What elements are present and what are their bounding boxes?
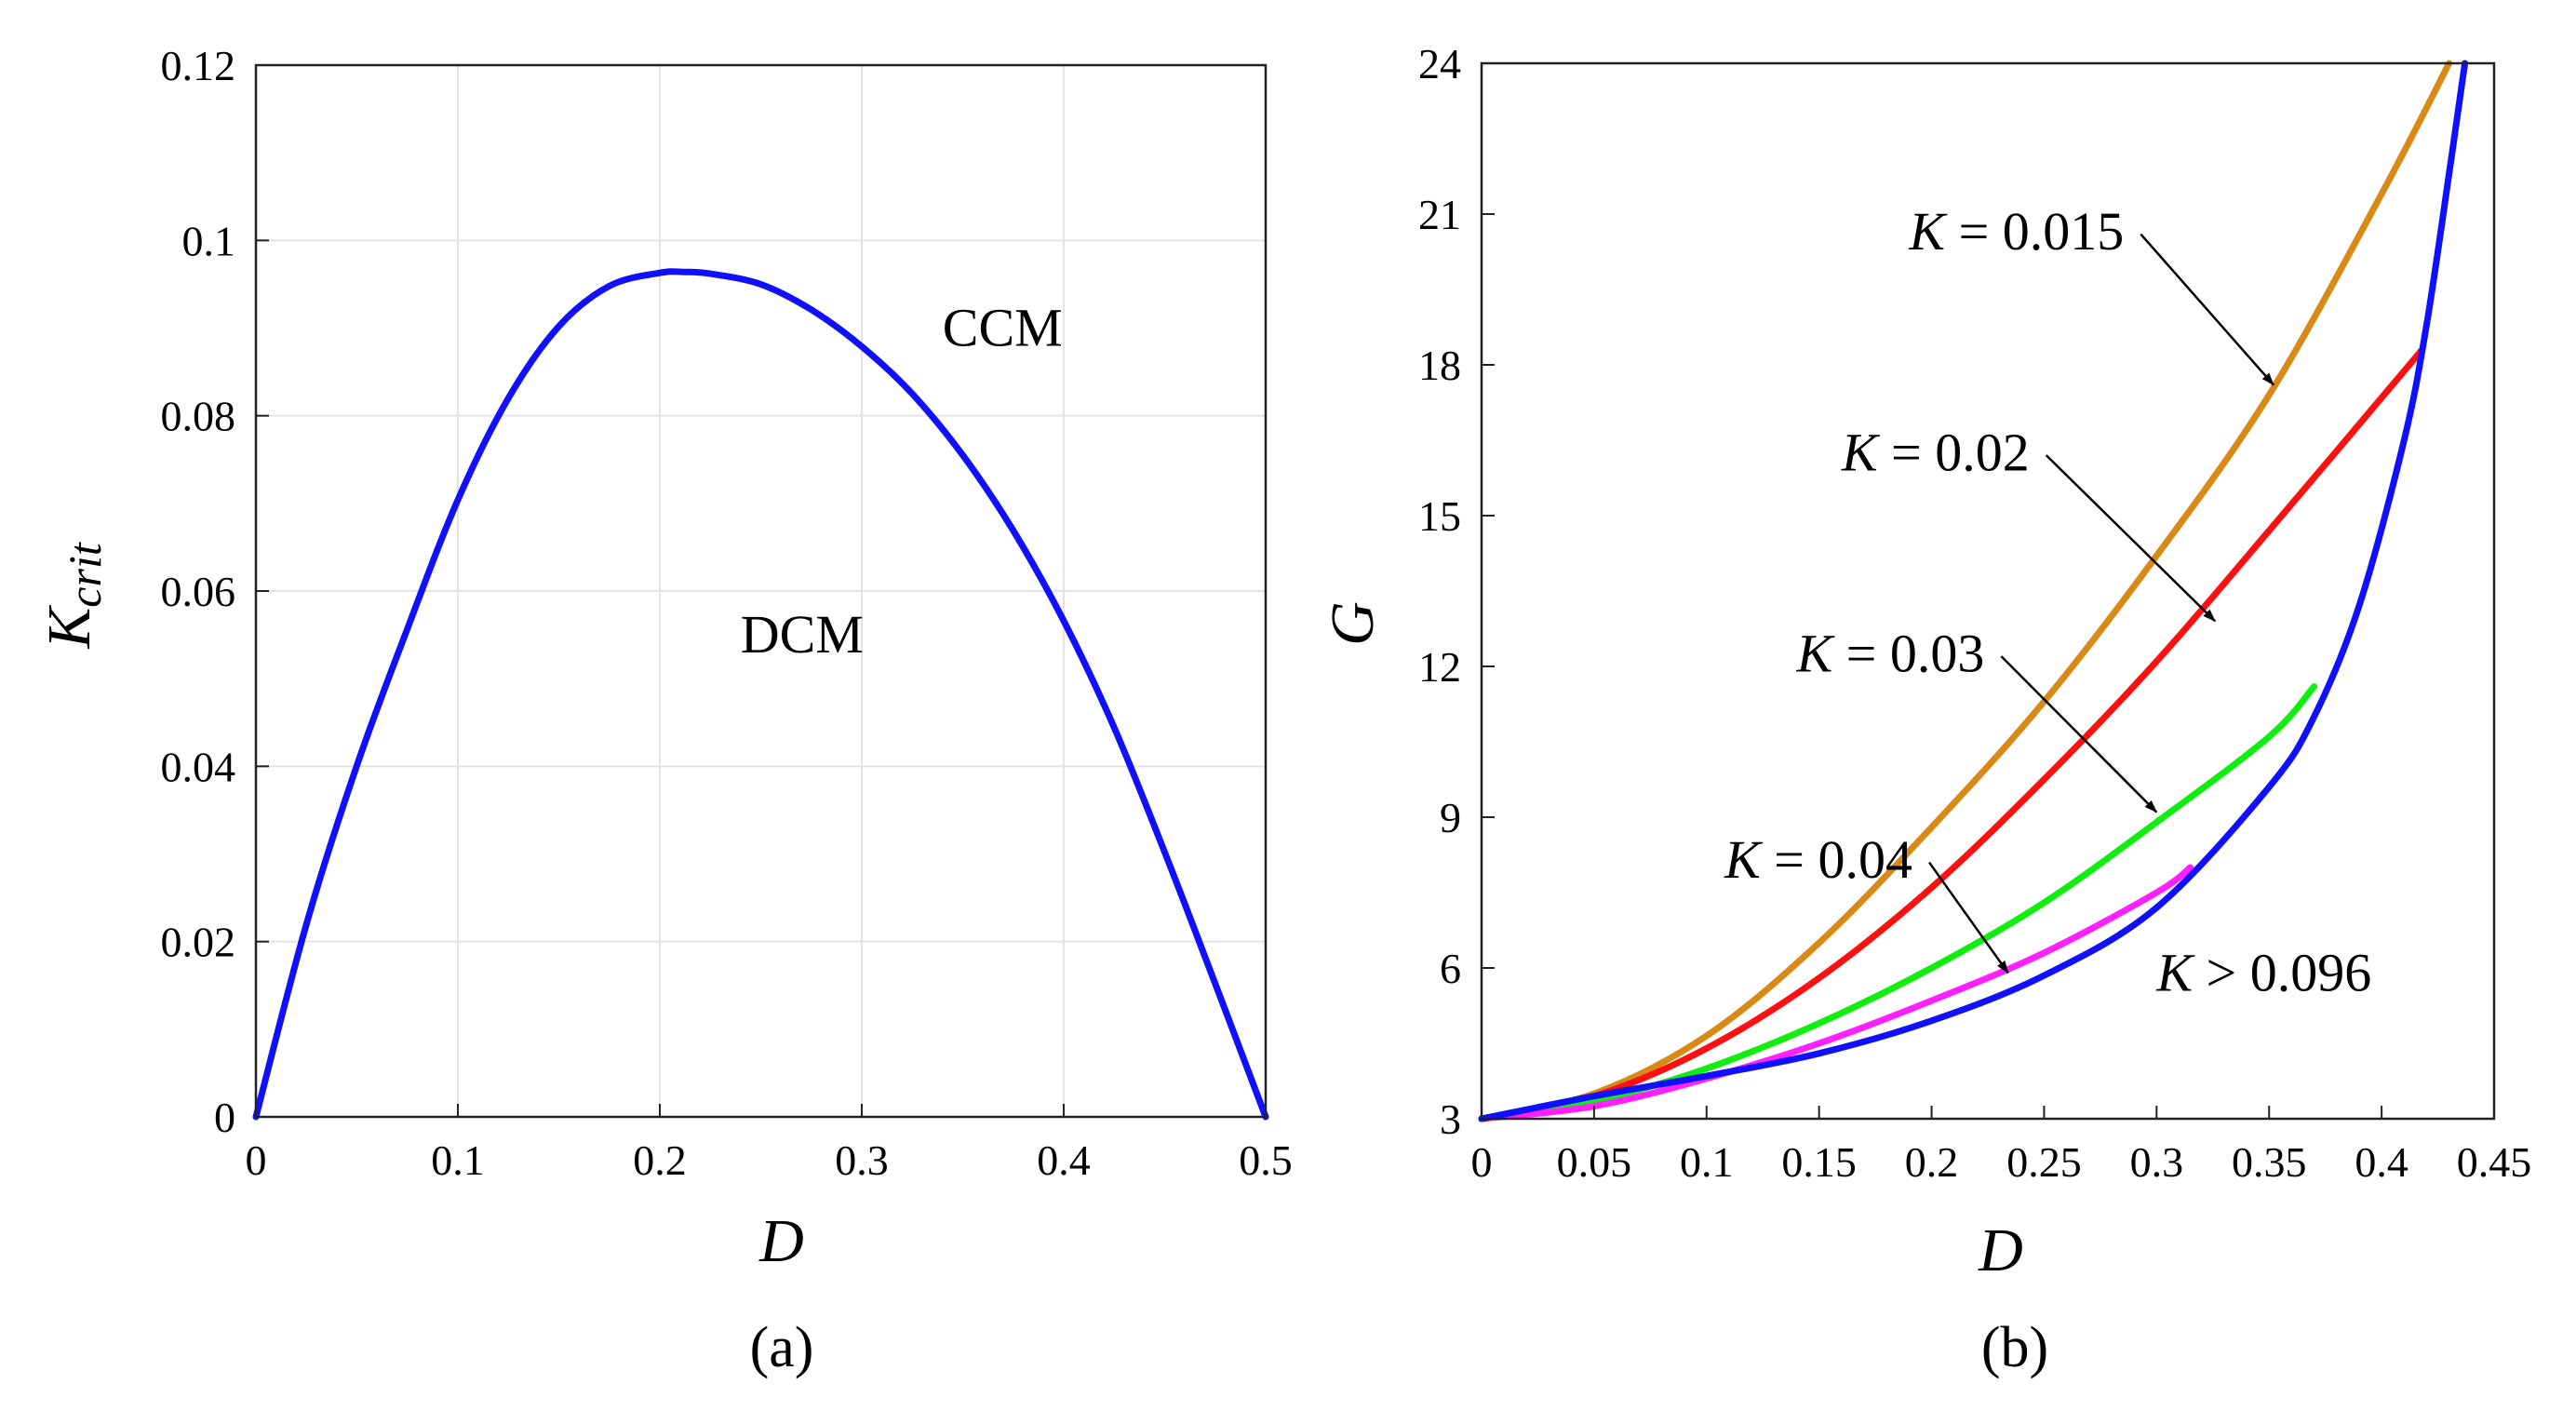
x-tick-label: 0.05 — [1557, 1138, 1632, 1186]
series-line-0 — [252, 268, 1269, 1121]
panel-b-y-axis-label: G — [1319, 601, 1387, 646]
panel-a-grid — [255, 64, 1267, 1118]
x-tick-label: 0.15 — [1781, 1138, 1857, 1186]
panel-a-y-tick-labels: 0 0.02 0.04 0.06 0.08 0.1 0.12 — [161, 42, 269, 1141]
y-tick-label: 12 — [1418, 643, 1461, 691]
annotation-value: = 0.015 — [1945, 201, 2124, 262]
annotation-symbol: K — [1841, 422, 1881, 482]
y-tick-label: 0.12 — [161, 42, 236, 89]
series-line-4 — [1478, 60, 2469, 1122]
series-line-3 — [1478, 864, 2194, 1122]
y-tick-label: 0.08 — [161, 393, 236, 440]
annotation-label: DCM — [741, 604, 864, 665]
panel-a-y-axis-label: Kcrit — [35, 542, 111, 650]
annotation-arrow — [2000, 655, 2158, 813]
panel-b-x-tick-labels: 0 0.05 0.1 0.15 0.2 0.25 0.3 0.35 0.4 0.45 — [1471, 1106, 2532, 1186]
y-tick-label: 6 — [1440, 945, 1461, 992]
x-tick-label: 0.1 — [1680, 1138, 1734, 1186]
series-line-0 — [1478, 60, 2453, 1122]
x-tick-label: 0.35 — [2232, 1138, 2307, 1186]
panel-b-chart: 0 0.05 0.1 0.15 0.2 0.25 0.3 0.35 0.4 0.45 3 6 9 12 1… — [1319, 40, 2531, 1379]
annotation-symbol: K — [1795, 623, 1835, 683]
x-tick-label: 0 — [246, 1136, 267, 1184]
panel-a-series — [252, 268, 1269, 1121]
x-tick-label: 0.45 — [2457, 1138, 2532, 1186]
y-tick-label: 21 — [1418, 191, 1461, 238]
x-tick-label: 0.5 — [1239, 1136, 1293, 1184]
annotation-symbol: K — [2155, 942, 2195, 1002]
x-tick-label: 0.25 — [2006, 1138, 2082, 1186]
x-tick-label: 0.4 — [1037, 1136, 1091, 1184]
x-tick-label: 0.2 — [1905, 1138, 1959, 1186]
y-tick-label: 0.1 — [182, 217, 236, 264]
x-tick-label: 0.4 — [2355, 1138, 2408, 1186]
x-tick-label: 0.2 — [633, 1136, 687, 1184]
series-line-1 — [1478, 346, 2426, 1122]
x-tick-label: 0.3 — [835, 1136, 889, 1184]
x-tick-label: 0 — [1471, 1138, 1493, 1186]
annotation-value: = 0.04 — [1761, 829, 1912, 890]
annotation-label: K > 0.096 — [2155, 942, 2371, 1002]
panel-b-series — [1478, 60, 2469, 1122]
annotation-label: K = 0.015 — [1908, 201, 2124, 262]
panel-a-annotations: CCM DCM — [741, 297, 1063, 665]
panel-b-plot-frame — [1480, 61, 2496, 1121]
panel-a-caption: (a) — [750, 1316, 814, 1379]
annotation-value: = 0.02 — [1878, 422, 2030, 482]
panel-b-x-axis-label: D — [1978, 1216, 2023, 1284]
annotation-label: CCM — [943, 297, 1063, 357]
annotation-value: > 0.096 — [2193, 942, 2371, 1002]
x-tick-label: 0.1 — [431, 1136, 485, 1184]
y-tick-label: 0.06 — [161, 568, 236, 615]
annotation-arrow — [2045, 454, 2217, 623]
annotation-label: K = 0.04 — [1724, 829, 1912, 890]
annotation-symbol: K — [1908, 201, 1948, 262]
y-tick-label: 18 — [1418, 342, 1461, 389]
panel-a-x-tick-labels: 0 0.1 0.2 0.3 0.4 0.5 — [246, 1104, 1293, 1184]
panel-b-y-tick-labels: 3 6 9 12 15 18 21 24 — [1418, 40, 1495, 1143]
annotation-symbol: K — [1724, 829, 1764, 890]
annotation-label: K = 0.03 — [1795, 623, 1984, 683]
series-line-2 — [1478, 683, 2318, 1122]
annotation-arrow — [2140, 233, 2274, 386]
panel-a-y-axis-label-sub: crit — [59, 542, 111, 608]
x-tick-label: 0.3 — [2130, 1138, 2184, 1186]
y-tick-label: 0.04 — [161, 743, 236, 790]
annotation-label: K = 0.02 — [1841, 422, 2030, 482]
panel-a-x-axis-label: D — [758, 1207, 804, 1275]
annotation-value: = 0.03 — [1832, 623, 1984, 683]
panel-b-caption: (b) — [1981, 1316, 2048, 1379]
y-tick-label: 0 — [214, 1094, 235, 1141]
y-tick-label: 9 — [1440, 794, 1461, 841]
y-tick-label: 0.02 — [161, 919, 236, 966]
panel-a-y-axis-label-main: K — [35, 605, 103, 650]
y-tick-label: 15 — [1418, 492, 1461, 540]
y-tick-label: 24 — [1418, 40, 1461, 87]
annotation-arrow — [1928, 861, 2009, 974]
panel-a-chart: 0 0.1 0.2 0.3 0.4 0.5 0 0.02 0.04 0.06 0.08 0.1 0.1… — [35, 42, 1293, 1379]
y-tick-label: 3 — [1440, 1095, 1461, 1143]
